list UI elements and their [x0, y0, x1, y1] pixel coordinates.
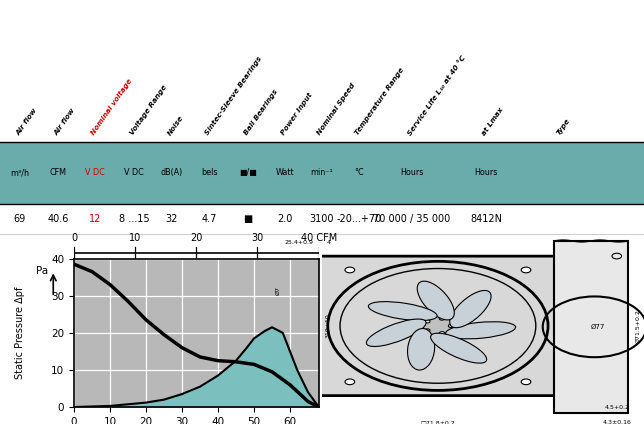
- Text: ■/■: ■/■: [239, 168, 257, 178]
- Text: Nominal Speed: Nominal Speed: [316, 82, 357, 137]
- Text: 20: 20: [190, 234, 202, 243]
- Text: Ø77: Ø77: [591, 324, 605, 330]
- Text: Ø7: Ø7: [275, 285, 280, 295]
- Text: 40.6: 40.6: [47, 215, 69, 224]
- Text: Service Life L₁₀ at 40 °C: Service Life L₁₀ at 40 °C: [406, 54, 467, 137]
- Text: 8412N: 8412N: [470, 215, 502, 224]
- Text: °C: °C: [355, 168, 364, 178]
- Text: 0: 0: [71, 234, 77, 243]
- Circle shape: [345, 379, 355, 385]
- Circle shape: [424, 320, 430, 323]
- Text: Power Input: Power Input: [280, 92, 314, 137]
- Text: min⁻¹: min⁻¹: [310, 168, 333, 178]
- Bar: [0, 142, 644, 204]
- Text: 70 000 / 35 000: 70 000 / 35 000: [373, 215, 450, 224]
- Text: □71.8±0.2: □71.8±0.2: [421, 420, 455, 424]
- Ellipse shape: [417, 281, 454, 320]
- Text: V DC: V DC: [124, 168, 144, 178]
- Text: Type: Type: [555, 118, 571, 137]
- Text: Hours: Hours: [475, 168, 498, 178]
- Text: m³/h: m³/h: [10, 168, 30, 178]
- Text: Hours: Hours: [400, 168, 423, 178]
- Text: Sintec-Sleeve Bearings: Sintec-Sleeve Bearings: [204, 56, 263, 137]
- Text: 2.0: 2.0: [278, 215, 292, 224]
- Text: Nominal voltage: Nominal voltage: [90, 78, 134, 137]
- Text: 310+10: 310+10: [325, 313, 330, 338]
- Text: 32: 32: [166, 215, 178, 224]
- Text: 30: 30: [251, 234, 263, 243]
- Circle shape: [439, 317, 445, 320]
- Text: 4.7: 4.7: [202, 215, 217, 224]
- Circle shape: [439, 332, 445, 335]
- Text: -20...+70: -20...+70: [337, 215, 382, 224]
- Text: ■: ■: [243, 215, 252, 224]
- Ellipse shape: [408, 329, 435, 370]
- Text: 4.3±0.16: 4.3±0.16: [602, 420, 631, 424]
- Ellipse shape: [446, 322, 516, 339]
- Ellipse shape: [450, 290, 491, 328]
- Text: dB(A): dB(A): [160, 168, 183, 178]
- Text: Static Pressure Δpf: Static Pressure Δpf: [15, 287, 25, 379]
- Text: at Lmax: at Lmax: [481, 106, 505, 137]
- Text: 3100: 3100: [309, 215, 334, 224]
- Text: Ball Bearings: Ball Bearings: [243, 89, 279, 137]
- Text: Voltage Range: Voltage Range: [129, 84, 168, 137]
- Text: 4: 4: [327, 240, 330, 245]
- Text: Noise: Noise: [167, 114, 185, 137]
- Text: Pa: Pa: [36, 266, 48, 276]
- Circle shape: [448, 324, 454, 327]
- Text: 8 ...15: 8 ...15: [118, 215, 149, 224]
- Bar: [283, 265, 312, 387]
- Text: Air flow: Air flow: [15, 107, 38, 137]
- Text: 40 CFM: 40 CFM: [301, 234, 337, 243]
- Text: 12: 12: [89, 215, 102, 224]
- Text: 4.5+0.2: 4.5+0.2: [604, 405, 629, 410]
- Ellipse shape: [366, 319, 426, 346]
- Text: Watt: Watt: [276, 168, 294, 178]
- Circle shape: [521, 379, 531, 385]
- Text: Air flow: Air flow: [53, 107, 76, 137]
- Text: 69: 69: [14, 215, 26, 224]
- Circle shape: [424, 329, 430, 332]
- Text: 10: 10: [129, 234, 141, 243]
- Circle shape: [521, 267, 531, 273]
- Bar: [554, 241, 628, 413]
- Text: Temperature Range: Temperature Range: [354, 67, 406, 137]
- Circle shape: [345, 267, 355, 273]
- Circle shape: [416, 313, 460, 339]
- Text: 25.4+0.9: 25.4+0.9: [285, 240, 314, 245]
- Text: bels: bels: [201, 168, 218, 178]
- Ellipse shape: [368, 301, 437, 321]
- FancyBboxPatch shape: [309, 256, 567, 396]
- Text: V DC: V DC: [86, 168, 105, 178]
- Ellipse shape: [431, 333, 487, 363]
- Text: CFM: CFM: [50, 168, 66, 178]
- Text: Ø71.5+0.2: Ø71.5+0.2: [636, 309, 641, 343]
